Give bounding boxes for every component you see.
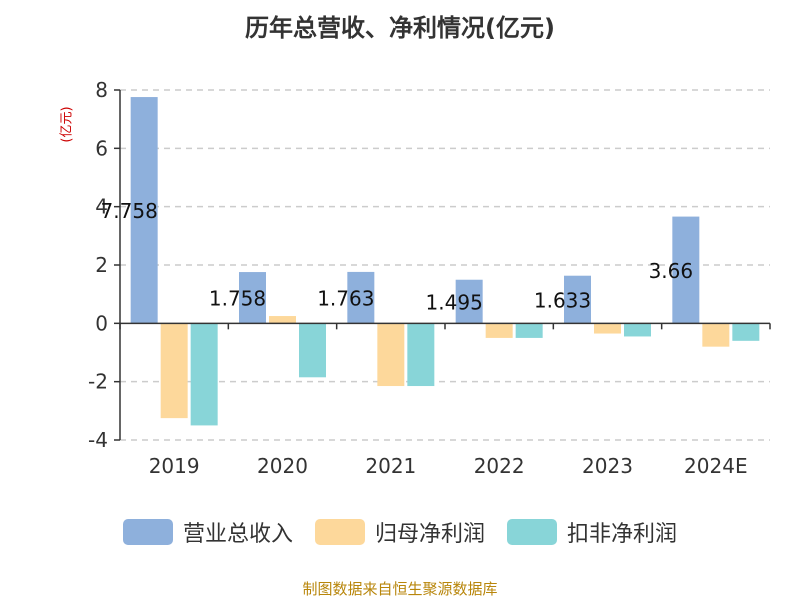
bar-归母净利润-2021 <box>377 323 405 387</box>
bar-营业总收入-2023 <box>564 275 591 324</box>
bar-归母净利润-2023 <box>594 323 621 334</box>
data-label: 3.66 <box>649 259 694 283</box>
y-tick-label: 0 <box>95 311 108 335</box>
source-note: 制图数据来自恒生聚源数据库 <box>302 580 498 598</box>
y-tick-label: 2 <box>95 253 108 277</box>
legend-swatch-deducted-profit <box>507 519 557 545</box>
bar-营业总收入-2019 <box>130 97 158 324</box>
legend-swatch-net-profit <box>314 519 365 545</box>
x-tick-label: 2022 <box>474 454 525 478</box>
bar-扣非净利润-2023 <box>624 323 651 337</box>
legend: 营业总收入 归母净利润 扣非净利润 <box>0 516 800 548</box>
legend-item-revenue[interactable]: 营业总收入 <box>122 516 293 548</box>
data-label: 7.758 <box>101 199 158 223</box>
x-tick-label: 2024E <box>684 454 748 478</box>
x-tick-label: 2020 <box>257 454 308 478</box>
data-label: 1.763 <box>317 287 374 311</box>
bar-归母净利润-2022 <box>485 323 513 338</box>
y-tick-label: 8 <box>95 78 108 102</box>
x-tick-label: 2019 <box>149 454 200 478</box>
y-tick-label: -2 <box>88 370 108 394</box>
bar-归母净利润-2019 <box>160 323 188 419</box>
bar-归母净利润-2024E <box>702 323 730 347</box>
y-tick-label: 4 <box>95 195 108 219</box>
bar-扣非净利润-2024E <box>732 323 760 341</box>
bar-营业总收入-2022 <box>455 279 483 324</box>
x-tick-label: 2023 <box>582 454 633 478</box>
chart-title: 历年总营收、净利情况(亿元) <box>245 14 555 42</box>
bar-扣非净利润-2021 <box>407 323 435 387</box>
legend-swatch-revenue <box>122 519 173 545</box>
data-label: 1.495 <box>426 291 483 315</box>
bar-扣非净利润-2022 <box>515 323 543 338</box>
bar-营业总收入-2024E <box>672 216 700 324</box>
y-tick-label: 6 <box>95 136 108 160</box>
legend-item-net-profit[interactable]: 归母净利润 <box>314 516 485 548</box>
legend-label-net-profit: 归母净利润 <box>374 522 485 547</box>
bar-扣非净利润-2020 <box>299 323 326 378</box>
y-tick-label: -4 <box>88 428 108 452</box>
legend-label-deducted-profit: 扣非净利润 <box>567 522 678 547</box>
bar-营业总收入-2020 <box>239 272 266 324</box>
x-tick-label: 2021 <box>365 454 416 478</box>
legend-item-deducted-profit[interactable]: 扣非净利润 <box>507 516 677 548</box>
bar-营业总收入-2021 <box>347 271 375 324</box>
bar-扣非净利润-2019 <box>190 323 218 426</box>
data-label: 1.633 <box>534 289 591 313</box>
legend-label-revenue: 营业总收入 <box>182 522 293 547</box>
data-label: 1.758 <box>209 287 266 311</box>
bar-归母净利润-2020 <box>269 316 296 324</box>
